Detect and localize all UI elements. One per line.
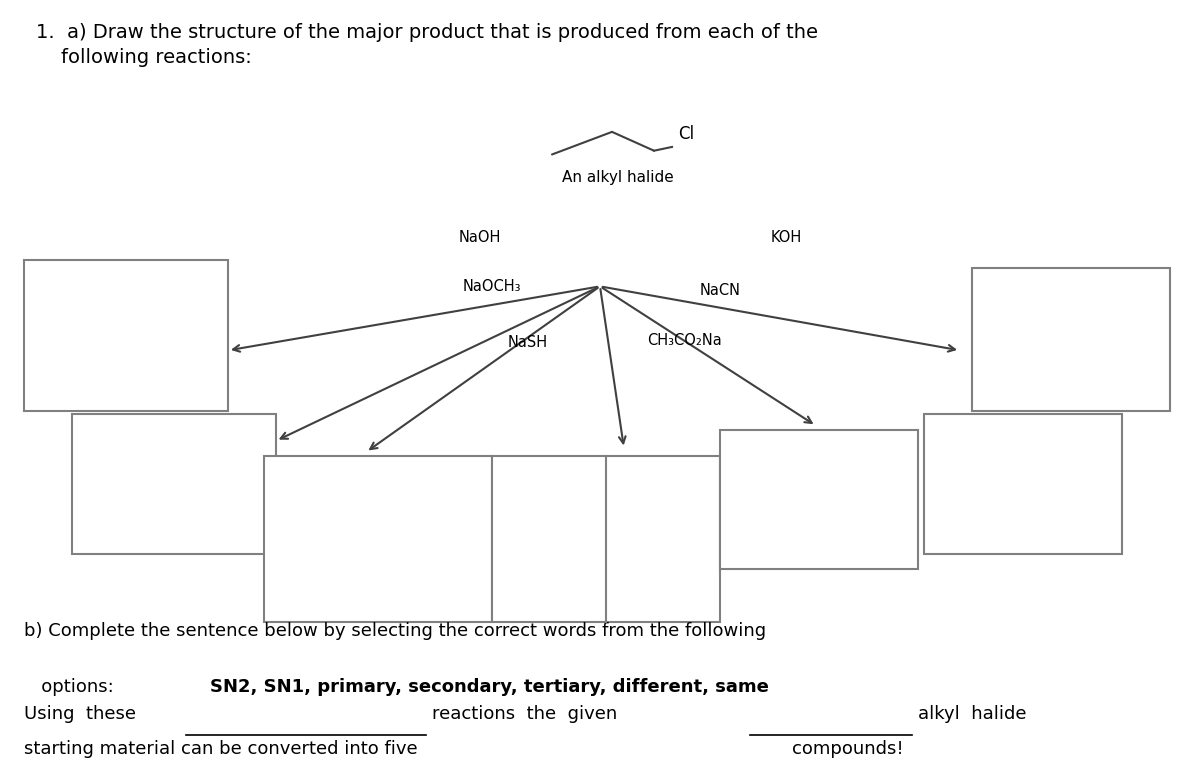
Text: SΝ2, SΝ1, primary, secondary, tertiary, different, same: SΝ2, SΝ1, primary, secondary, tertiary, … — [210, 678, 769, 696]
Text: Cl: Cl — [678, 125, 694, 143]
Text: NaOH: NaOH — [458, 230, 502, 245]
Text: starting material can be converted into five: starting material can be converted into … — [24, 740, 418, 758]
Text: NaSH: NaSH — [508, 336, 548, 350]
Text: options:: options: — [24, 678, 137, 696]
FancyBboxPatch shape — [720, 429, 918, 569]
FancyBboxPatch shape — [24, 260, 228, 411]
Text: alkyl  halide: alkyl halide — [918, 705, 1026, 722]
FancyBboxPatch shape — [492, 456, 720, 622]
Text: An alkyl halide: An alkyl halide — [562, 170, 674, 185]
Text: NaOCH₃: NaOCH₃ — [463, 279, 521, 294]
FancyBboxPatch shape — [72, 415, 276, 554]
Text: KOH: KOH — [770, 230, 802, 245]
FancyBboxPatch shape — [972, 268, 1170, 411]
Text: CH₃CO₂Na: CH₃CO₂Na — [647, 333, 721, 348]
FancyBboxPatch shape — [264, 456, 492, 622]
Text: Using  these: Using these — [24, 705, 136, 722]
Text: compounds!: compounds! — [792, 740, 904, 758]
Text: NaCN: NaCN — [700, 282, 740, 298]
Text: b) Complete the sentence below by selecting the correct words from the following: b) Complete the sentence below by select… — [24, 622, 766, 640]
Text: reactions  the  given: reactions the given — [432, 705, 617, 722]
Text: 1.  a) Draw the structure of the major product that is produced from each of the: 1. a) Draw the structure of the major pr… — [36, 23, 818, 67]
FancyBboxPatch shape — [924, 415, 1122, 554]
